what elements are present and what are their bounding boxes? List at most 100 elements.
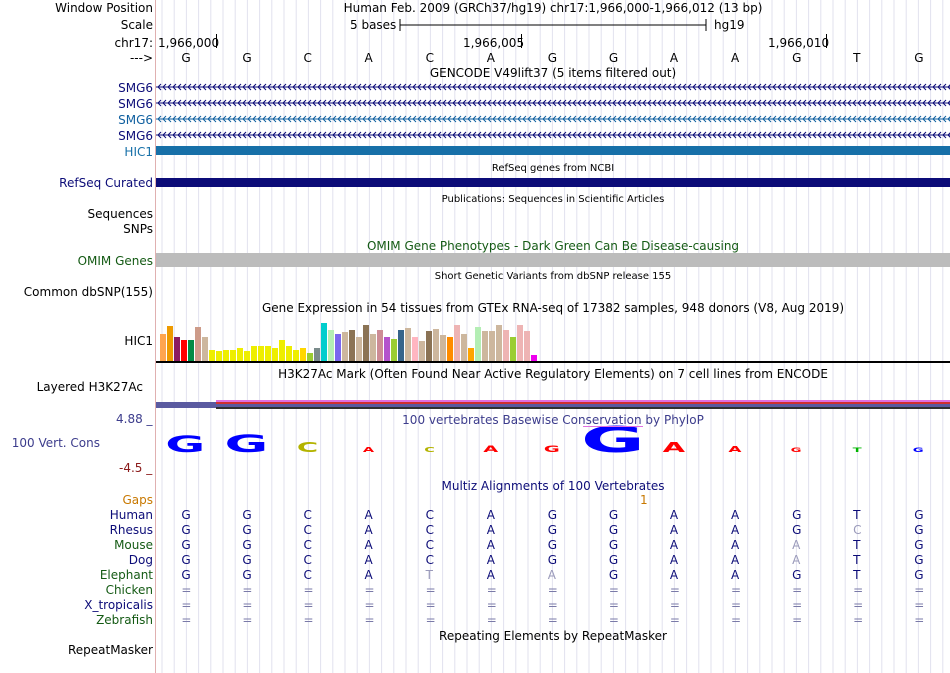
gtex-tissue-bar[interactable]	[216, 351, 222, 361]
dbsnp-track-title[interactable]: Short Genetic Variants from dbSNP releas…	[434, 271, 672, 282]
gtex-tissue-bar[interactable]	[496, 325, 502, 361]
gtex-tissue-bar[interactable]	[209, 350, 215, 361]
gtex-tissue-bar[interactable]	[426, 331, 432, 361]
gtex-tissue-bar[interactable]	[349, 330, 355, 361]
omim-gene-bar[interactable]	[156, 253, 950, 267]
gtex-tissue-bar[interactable]	[251, 346, 257, 361]
gtex-tissue-bar[interactable]	[279, 340, 285, 361]
gtex-tissue-bar[interactable]	[384, 337, 390, 361]
gtex-tissue-bar[interactable]	[468, 348, 474, 361]
gtex-tissue-bar[interactable]	[510, 337, 516, 361]
gtex-bar-chart[interactable]	[156, 316, 950, 362]
omim-label[interactable]: OMIM Genes	[77, 254, 153, 268]
gtex-tissue-bar[interactable]	[188, 340, 194, 361]
gtex-tissue-bar[interactable]	[202, 337, 208, 361]
gtex-track-title[interactable]: Gene Expression in 54 tissues from GTEx …	[261, 301, 845, 315]
gtex-tissue-bar[interactable]	[461, 334, 467, 361]
gtex-tissue-bar[interactable]	[475, 327, 481, 361]
refseq-label[interactable]: RefSeq Curated	[59, 176, 153, 190]
gtex-tissue-bar[interactable]	[181, 340, 187, 361]
gencode-label-hic1[interactable]: HIC1	[124, 145, 153, 159]
species-label-chicken[interactable]: Chicken	[105, 583, 153, 597]
gtex-tissue-bar[interactable]	[377, 330, 383, 361]
gtex-tissue-bar[interactable]	[391, 339, 397, 361]
gtex-tissue-bar[interactable]	[440, 335, 446, 361]
h3k27ac-track-title[interactable]: H3K27Ac Mark (Often Found Near Active Re…	[278, 367, 828, 381]
species-label-elephant[interactable]: Elephant	[99, 568, 153, 582]
species-label-rhesus[interactable]: Rhesus	[109, 523, 153, 537]
gtex-tissue-bar[interactable]	[272, 348, 278, 361]
gtex-tissue-bar[interactable]	[223, 350, 229, 361]
gencode-label-smg6[interactable]: SMG6	[118, 81, 153, 95]
strand-chevron	[372, 115, 377, 123]
gtex-tissue-bar[interactable]	[419, 341, 425, 361]
gaps-label[interactable]: Gaps	[122, 493, 153, 507]
gtex-tissue-bar[interactable]	[328, 330, 334, 361]
gtex-tissue-bar[interactable]	[370, 334, 376, 361]
gtex-tissue-bar[interactable]	[356, 337, 362, 361]
publications-track-title[interactable]: Publications: Sequences in Scientific Ar…	[441, 194, 665, 205]
refseq-track-title[interactable]: RefSeq genes from NCBI	[491, 163, 615, 174]
gtex-tissue-bar[interactable]	[489, 331, 495, 361]
gencode-track-title[interactable]: GENCODE V49lift37 (5 items filtered out)	[429, 66, 677, 80]
gtex-tissue-bar[interactable]	[433, 329, 439, 361]
gtex-tissue-bar[interactable]	[454, 325, 460, 361]
dbsnp-label[interactable]: Common dbSNP(155)	[23, 285, 153, 299]
omim-track-title[interactable]: OMIM Gene Phenotypes - Dark Green Can Be…	[366, 239, 740, 253]
gtex-tissue-bar[interactable]	[363, 325, 369, 361]
gtex-tissue-bar[interactable]	[531, 355, 537, 361]
gtex-tissue-bar[interactable]	[447, 337, 453, 361]
gtex-tissue-bar[interactable]	[412, 337, 418, 361]
cons-track-title[interactable]: 100 vertebrates Basewise Conservation by…	[402, 413, 704, 427]
publications-snps-label[interactable]: SNPs	[123, 222, 153, 236]
gtex-tissue-bar[interactable]	[307, 353, 313, 361]
gencode-label-smg6[interactable]: SMG6	[118, 129, 153, 143]
gtex-tissue-bar[interactable]	[286, 346, 292, 361]
gtex-tissue-bar[interactable]	[524, 331, 530, 361]
species-label-dog[interactable]: Dog	[128, 553, 153, 567]
gtex-tissue-bar[interactable]	[265, 346, 271, 361]
gencode-label-smg6[interactable]: SMG6	[118, 113, 153, 127]
repeatmasker-label[interactable]: RepeatMasker	[67, 643, 153, 657]
gtex-tissue-bar[interactable]	[342, 332, 348, 361]
gtex-tissue-bar[interactable]	[293, 350, 299, 361]
gtex-tissue-bar[interactable]	[237, 348, 243, 361]
gtex-tissue-bar[interactable]	[174, 337, 180, 361]
species-label-x_tropicalis[interactable]: X_tropicalis	[84, 598, 153, 612]
h3k27ac-signal[interactable]	[156, 400, 950, 410]
gtex-tissue-bar[interactable]	[405, 328, 411, 361]
gtex-tissue-bar[interactable]	[195, 327, 201, 361]
gtex-tissue-bar[interactable]	[167, 326, 173, 361]
gtex-tissue-bar[interactable]	[398, 330, 404, 361]
repeatmasker-track-title[interactable]: Repeating Elements by RepeatMasker	[439, 629, 667, 643]
gtex-label[interactable]: HIC1	[124, 334, 153, 348]
gtex-tissue-bar[interactable]	[160, 334, 166, 361]
gtex-tissue-bar[interactable]	[230, 350, 236, 361]
gtex-tissue-bar[interactable]	[300, 348, 306, 361]
gtex-tissue-bar[interactable]	[244, 351, 250, 361]
gtex-tissue-bar[interactable]	[335, 334, 341, 361]
species-label-mouse[interactable]: Mouse	[114, 538, 153, 552]
gtex-tissue-bar[interactable]	[321, 323, 327, 361]
cons-label[interactable]: 100 Vert. Cons	[11, 436, 100, 450]
strand-chevron	[842, 115, 847, 123]
gencode-intron-line[interactable]	[156, 98, 950, 108]
gencode-label-smg6[interactable]: SMG6	[118, 97, 153, 111]
gtex-tissue-bar[interactable]	[517, 325, 523, 361]
gencode-intron-line[interactable]	[156, 82, 950, 92]
gencode-gene-bar-hic1[interactable]	[156, 146, 950, 155]
publications-sequences-label[interactable]: Sequences	[87, 207, 153, 221]
h3k27ac-label[interactable]: Layered H3K27Ac	[36, 380, 143, 394]
gencode-intron-line[interactable]	[156, 130, 950, 140]
species-label-human[interactable]: Human	[109, 508, 153, 522]
gencode-intron-line[interactable]	[156, 114, 950, 124]
gtex-tissue-bar[interactable]	[258, 346, 264, 361]
gtex-tissue-bar[interactable]	[314, 348, 320, 361]
gtex-tissue-bar[interactable]	[482, 331, 488, 361]
species-label-zebrafish[interactable]: Zebrafish	[96, 613, 153, 627]
multiz-track-title[interactable]: Multiz Alignments of 100 Vertebrates	[441, 479, 665, 493]
gtex-tissue-bar[interactable]	[503, 330, 509, 361]
refseq-gene-bar[interactable]	[156, 178, 950, 187]
